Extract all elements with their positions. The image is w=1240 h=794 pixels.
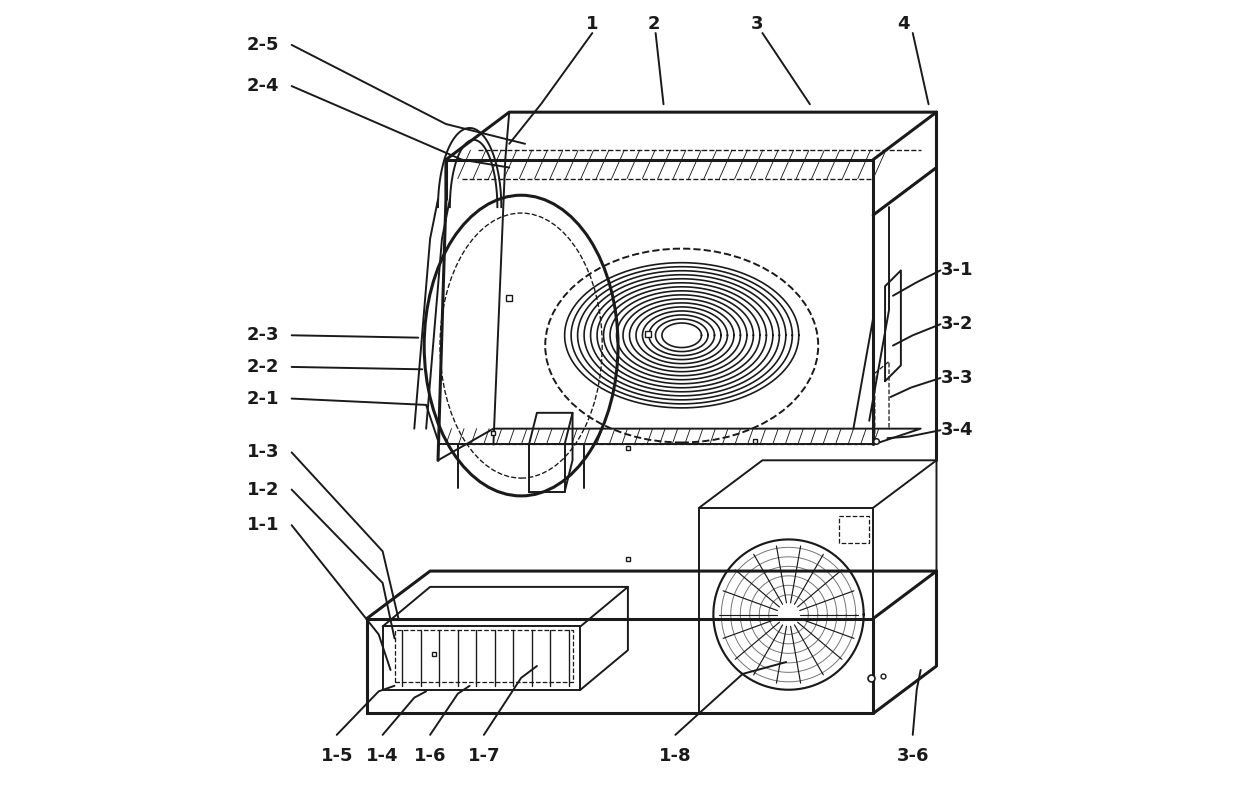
Text: 2-5: 2-5 [247, 36, 279, 54]
Text: 1-3: 1-3 [247, 443, 279, 461]
Text: 3-1: 3-1 [940, 261, 973, 279]
Text: 3-6: 3-6 [897, 746, 929, 765]
Text: 2: 2 [647, 15, 660, 33]
Text: 1-2: 1-2 [247, 480, 279, 499]
Text: 3-3: 3-3 [940, 369, 973, 387]
Text: 4: 4 [897, 15, 909, 33]
Text: 2-2: 2-2 [247, 358, 279, 376]
Text: 1-5: 1-5 [320, 746, 353, 765]
Text: 2-3: 2-3 [247, 326, 279, 345]
Text: 3-2: 3-2 [940, 315, 973, 333]
Text: 1-7: 1-7 [467, 746, 500, 765]
Text: 3-4: 3-4 [940, 422, 973, 439]
Text: 2-4: 2-4 [247, 77, 279, 95]
Text: 2-1: 2-1 [247, 390, 279, 407]
Text: 1-4: 1-4 [366, 746, 399, 765]
Text: 1-6: 1-6 [414, 746, 446, 765]
Text: 1: 1 [587, 15, 599, 33]
Text: 3: 3 [750, 15, 763, 33]
Text: 1-8: 1-8 [660, 746, 692, 765]
Text: 1-1: 1-1 [247, 516, 279, 534]
